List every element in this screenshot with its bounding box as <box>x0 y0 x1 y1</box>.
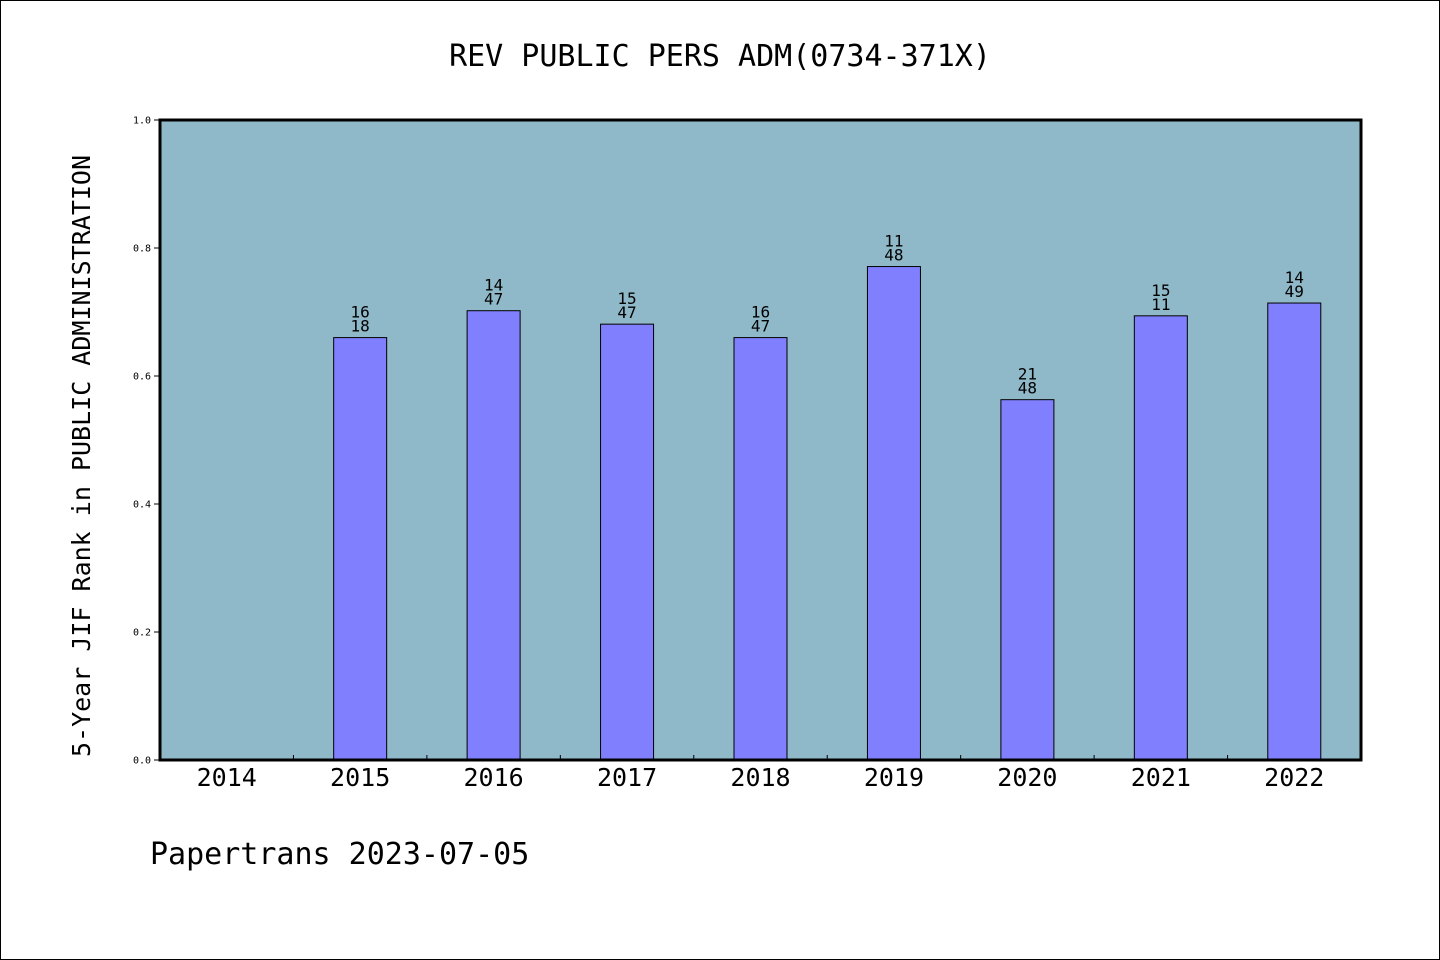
bar-label-rank-2017: 15 <box>617 289 636 308</box>
x-tick-label-2017: 2017 <box>597 763 657 792</box>
bar-label-rank-2019: 11 <box>884 232 903 251</box>
bar-2017 <box>600 323 655 761</box>
bars-layer <box>333 266 1322 761</box>
y-tick-label: 0.4 <box>133 500 151 511</box>
bar-2020 <box>1000 399 1055 761</box>
bar-label-total-2018: 47 <box>751 317 770 336</box>
bar-2015 <box>333 337 388 761</box>
x-tick-label-2016: 2016 <box>464 763 524 792</box>
bar-label-total-2019: 48 <box>884 246 903 265</box>
y-tick-label: 0.2 <box>133 628 151 639</box>
bar-2022 <box>1267 302 1322 761</box>
bar-label-total-2020: 48 <box>1018 379 1037 398</box>
axis-ticks-layer: 2014 2015 2016 2017 2018 2019 2020 2021 2022 0.0 0… <box>133 116 1324 793</box>
y-tick-label: 0.0 <box>133 756 151 767</box>
bar-2019 <box>866 266 921 761</box>
bar-2018 <box>733 337 788 761</box>
x-tick-label-2021: 2021 <box>1131 763 1191 792</box>
bar-label-total-2016: 47 <box>484 290 503 309</box>
footer-credit: Papertrans 2023-07-05 <box>150 837 529 872</box>
y-tick-label: 0.8 <box>133 244 151 255</box>
x-tick-label-2020: 2020 <box>997 763 1057 792</box>
y-tick-label: 0.6 <box>133 372 151 383</box>
x-tick-label-2015: 2015 <box>330 763 390 792</box>
bar-2021 <box>1133 315 1188 761</box>
bar-label-rank-2020: 21 <box>1018 365 1037 384</box>
bar-label-total-2015: 18 <box>351 317 370 336</box>
x-tick-label-2014: 2014 <box>197 763 257 792</box>
y-axis-label: 5-Year JIF Rank in PUBLIC ADMINISTRATION <box>67 155 96 757</box>
bar-label-rank-2016: 14 <box>484 276 503 295</box>
bar-label-total-2022: 49 <box>1285 282 1304 301</box>
bar-label-rank-2021: 15 <box>1151 281 1170 300</box>
chart-title: REV PUBLIC PERS ADM(0734-371X) <box>449 39 991 74</box>
x-tick-label-2022: 2022 <box>1264 763 1324 792</box>
x-tick-label-2019: 2019 <box>864 763 924 792</box>
bar-2016 <box>466 310 521 761</box>
y-tick-label: 1.0 <box>133 116 151 127</box>
bar-label-rank-2018: 16 <box>751 303 770 322</box>
bar-label-total-2017: 47 <box>617 303 636 322</box>
bar-label-rank-2022: 14 <box>1285 268 1304 287</box>
bar-label-total-2021: 11 <box>1151 295 1170 314</box>
plot-border <box>158 118 1363 762</box>
bar-label-rank-2015: 16 <box>351 303 370 322</box>
x-tick-label-2018: 2018 <box>730 763 790 792</box>
